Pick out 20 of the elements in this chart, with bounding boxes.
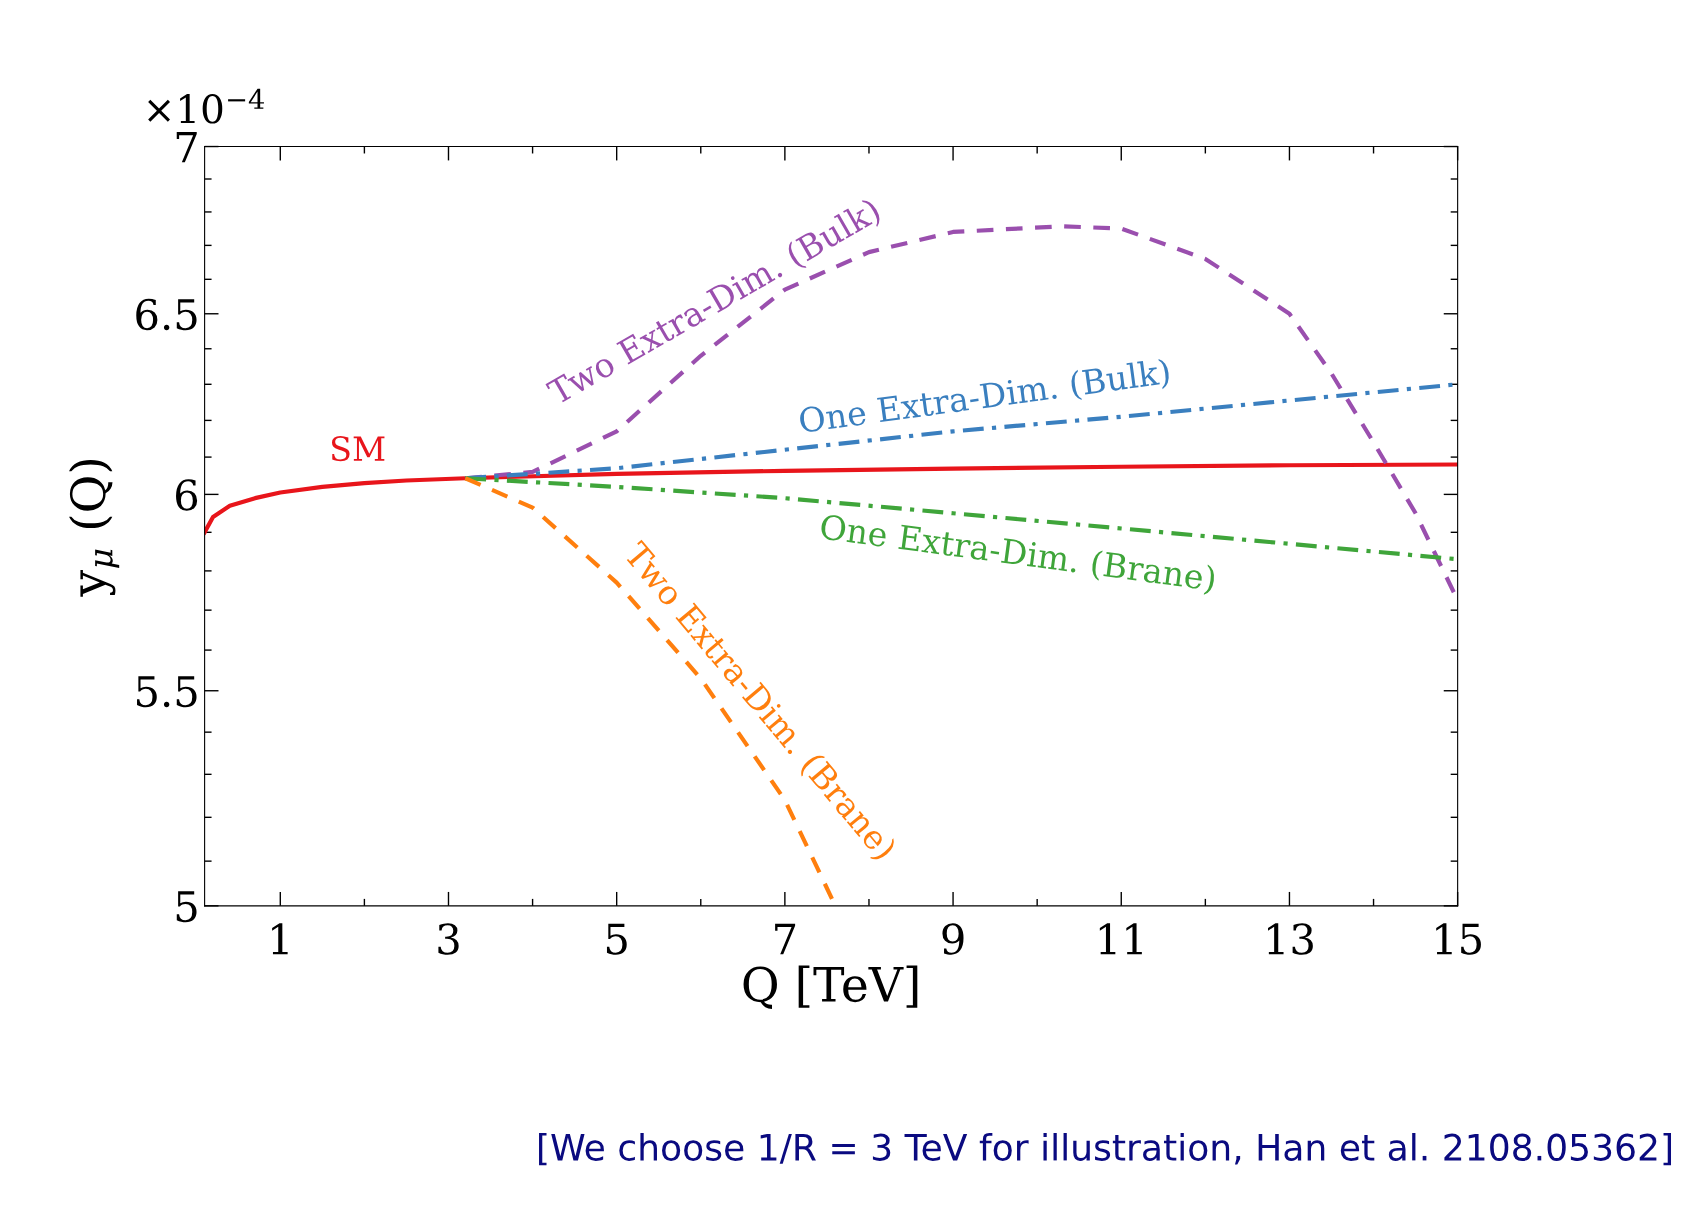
y-tick-label: 7: [176, 131, 197, 163]
text: One Extra-Dim. (Bulk): [798, 357, 1171, 438]
series-label: SM: [331, 436, 385, 462]
y-tick-label: 6.5: [136, 298, 197, 331]
text: ×10$^{−4}$: [148, 88, 264, 124]
x-tick-label: 15: [1436, 923, 1481, 955]
x-tick-label: 9: [942, 923, 964, 955]
x-tick-label: 13: [1268, 923, 1313, 955]
x-axis-title: Q [TeV]: [743, 965, 918, 1010]
text: [We choose 1/R = 3 TeV for illustration, Han et al. 2108.05362]: [539, 1132, 1672, 1166]
y-tick-label: 6: [176, 479, 198, 511]
x-tick-label: 3: [438, 923, 459, 955]
text: One Extra-Dim. (Brane): [819, 513, 1216, 596]
x-tick-label: 11: [1099, 923, 1142, 955]
x-tick-label: 5: [606, 923, 627, 955]
y-tick-label: 5.5: [137, 676, 197, 708]
y-tick-label: 5: [176, 891, 197, 923]
x-tick-label: 7: [775, 923, 796, 955]
y-axis-title: y$_{μ}$ (Q): [69, 459, 120, 597]
x-tick-label: 1: [272, 923, 288, 955]
